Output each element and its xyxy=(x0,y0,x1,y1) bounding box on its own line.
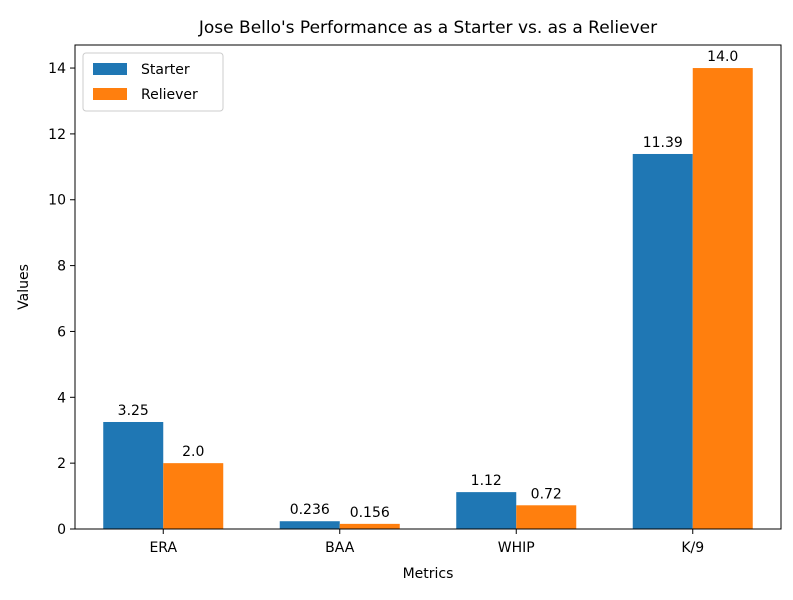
y-tick-label: 8 xyxy=(57,259,66,275)
legend-swatch-starter xyxy=(93,63,127,75)
y-axis: 0 2 4 6 8 10 12 14 xyxy=(48,61,75,538)
y-tick-label: 12 xyxy=(48,127,66,143)
x-tick-label: ERA xyxy=(149,540,177,556)
y-tick-label: 0 xyxy=(57,522,66,538)
bar-starter-whip xyxy=(456,492,517,529)
bars-group xyxy=(103,68,753,530)
x-axis-label: Metrics xyxy=(403,566,454,582)
legend: Starter Reliever xyxy=(82,52,224,112)
data-labels-group: 3.25 0.236 1.12 11.39 2.0 0.156 0.72 14.0 xyxy=(118,49,739,521)
y-tick-label: 6 xyxy=(57,324,66,340)
legend-swatch-reliever xyxy=(93,88,127,100)
bar-starter-era xyxy=(103,421,164,529)
x-tick-label: WHIP xyxy=(498,540,535,556)
data-label: 3.25 xyxy=(118,403,149,419)
data-label: 0.156 xyxy=(350,505,390,521)
y-tick-label: 4 xyxy=(57,390,66,406)
bar-reliever-k9 xyxy=(692,68,753,530)
bar-starter-baa xyxy=(279,521,340,529)
data-label: 1.12 xyxy=(471,473,502,489)
legend-label-starter: Starter xyxy=(141,62,190,78)
bar-reliever-baa xyxy=(339,523,400,529)
data-label: 0.72 xyxy=(531,486,562,502)
y-tick-label: 2 xyxy=(57,456,66,472)
data-label: 0.236 xyxy=(290,502,330,518)
chart-title: Jose Bello's Performance as a Starter vs… xyxy=(198,18,657,38)
data-label: 2.0 xyxy=(182,444,204,460)
y-tick-label: 10 xyxy=(48,193,66,209)
data-label: 11.39 xyxy=(643,135,683,151)
bar-reliever-whip xyxy=(516,505,577,529)
data-label: 14.0 xyxy=(707,49,738,65)
x-axis: ERA BAA WHIP K/9 xyxy=(149,529,704,556)
y-tick-label: 14 xyxy=(48,61,66,77)
bar-starter-k9 xyxy=(632,153,693,530)
y-axis-label: Values xyxy=(16,264,32,310)
bar-reliever-era xyxy=(163,463,224,529)
plot-frame xyxy=(74,44,782,530)
x-tick-label: BAA xyxy=(325,540,355,556)
x-tick-label: K/9 xyxy=(681,540,704,556)
legend-label-reliever: Reliever xyxy=(141,87,198,103)
